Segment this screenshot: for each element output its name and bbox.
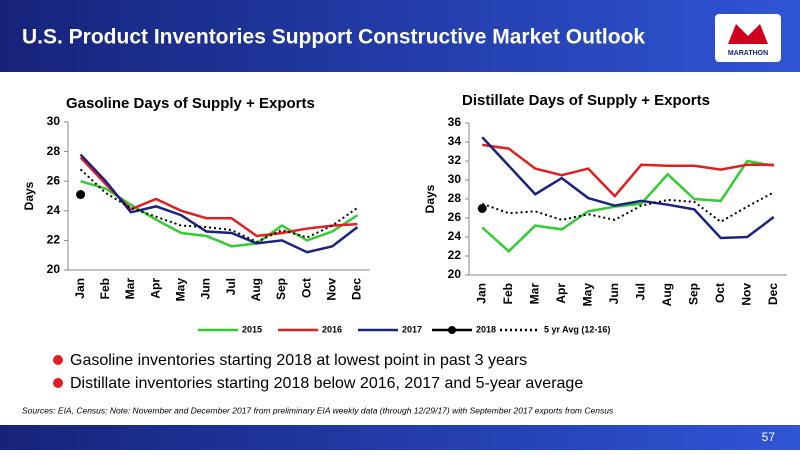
chart-title: Distillate Days of Supply + Exports <box>462 92 710 109</box>
series-line <box>80 180 359 248</box>
series-line <box>481 136 775 240</box>
sources: Sources: EIA, Census; Note: November and… <box>22 405 614 415</box>
x-tick-label: Feb <box>98 278 112 299</box>
y-tick-label: 30 <box>47 114 61 128</box>
x-tick-label: Jul <box>224 278 238 295</box>
x-tick-label: Dec <box>350 278 364 300</box>
y-tick-label: 36 <box>448 115 462 129</box>
y-tick-label: 24 <box>448 229 462 243</box>
footer-band <box>0 425 800 450</box>
legend-label: 2016 <box>322 324 342 334</box>
x-tick-label: Mar <box>527 283 541 305</box>
x-tick-label: Jun <box>607 283 621 304</box>
x-tick-label: Nov <box>324 278 338 301</box>
y-tick-label: 22 <box>47 233 61 247</box>
x-tick-label: Oct <box>713 283 727 303</box>
x-tick-label: May <box>173 278 187 302</box>
series-line <box>481 191 775 223</box>
bullet: Distillate inventories starting 2018 bel… <box>70 375 583 392</box>
x-tick-label: May <box>580 283 594 307</box>
series-line <box>481 159 774 253</box>
y-tick-label: 26 <box>47 173 61 187</box>
y-tick-label: 32 <box>448 153 462 167</box>
bullet: Gasoline inventories starting 2018 at lo… <box>70 352 527 369</box>
legend-marker <box>448 326 456 334</box>
y-tick-label: 20 <box>47 262 61 276</box>
x-tick-label: Aug <box>249 278 263 301</box>
x-tick-label: Oct <box>299 278 313 298</box>
series-marker <box>477 204 487 213</box>
bullet-dot <box>53 355 63 365</box>
y-tick-label: 28 <box>448 191 462 205</box>
x-tick-label: Apr <box>554 283 568 304</box>
x-tick-label: Feb <box>501 283 515 304</box>
legend-label: 2015 <box>242 324 262 334</box>
x-tick-label: Mar <box>123 278 137 300</box>
legend-label: 2017 <box>402 324 422 334</box>
x-tick-label: Jun <box>199 278 213 299</box>
y-tick-label: 22 <box>448 248 462 262</box>
header-band <box>0 0 800 72</box>
x-tick-label: Jul <box>633 283 647 300</box>
x-tick-label: Jan <box>73 278 87 299</box>
x-tick-label: Nov <box>739 283 753 306</box>
y-axis-label: Days <box>22 181 36 210</box>
x-tick-label: Aug <box>660 283 674 306</box>
y-tick-label: 20 <box>448 267 462 281</box>
series-marker <box>76 190 86 200</box>
y-axis-label: Days <box>423 184 437 213</box>
chart-title: Gasoline Days of Supply + Exports <box>66 95 315 112</box>
series-line <box>79 153 359 254</box>
y-tick-label: 24 <box>47 203 61 217</box>
bullet-dot <box>53 378 63 388</box>
y-tick-label: 30 <box>448 172 462 186</box>
page-number: 57 <box>762 430 776 444</box>
x-tick-label: Sep <box>686 283 700 305</box>
logo-text: MARATHON <box>728 50 768 57</box>
y-tick-label: 26 <box>448 210 462 224</box>
legend-label: 5 yr Avg (12-16) <box>544 324 610 334</box>
x-tick-label: Sep <box>274 278 288 300</box>
series-line <box>482 143 774 199</box>
logo-mark <box>728 24 768 44</box>
legend-label: 2018 <box>476 324 496 334</box>
x-tick-label: Dec <box>766 283 780 305</box>
slide-title: U.S. Product Inventories Support Constru… <box>22 26 645 49</box>
y-tick-label: 34 <box>448 134 462 148</box>
series-line <box>79 168 358 243</box>
x-tick-label: Jan <box>474 283 488 304</box>
x-tick-label: Apr <box>148 278 162 299</box>
y-tick-label: 28 <box>47 144 61 158</box>
